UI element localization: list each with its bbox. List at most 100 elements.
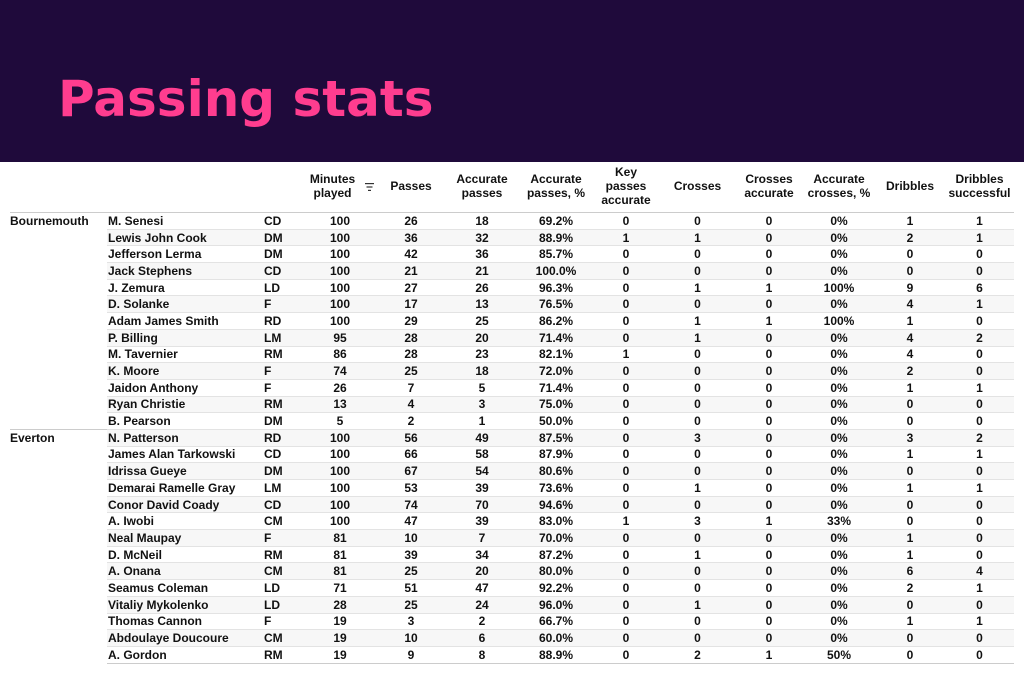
player-name-cell: A. Gordon xyxy=(107,646,262,664)
accurate-passes-pct-cell: 94.6% xyxy=(520,496,592,514)
crosses-cell: 0 xyxy=(660,446,735,464)
accurate-passes-pct-cell: 86.2% xyxy=(520,312,592,330)
dribbles-successful-cell: 1 xyxy=(945,295,1014,314)
crosses-accurate-cell: 0 xyxy=(735,462,803,480)
dribbles-successful-cell: 0 xyxy=(945,512,1014,531)
passes-cell: 29 xyxy=(378,312,444,330)
dribbles-cell: 3 xyxy=(875,428,945,447)
minutes-cell: 5 xyxy=(302,412,378,430)
player-name-cell: P. Billing xyxy=(107,329,262,347)
team-cell xyxy=(10,296,107,313)
accurate-crosses-pct-cell: 0% xyxy=(803,346,875,364)
accurate-passes-cell: 70 xyxy=(444,496,520,514)
minutes-cell: 100 xyxy=(302,245,378,264)
position-cell: LD xyxy=(262,279,302,297)
accurate-crosses-pct-cell: 0% xyxy=(803,379,875,397)
dribbles-successful-header: Dribbles successful xyxy=(948,172,1011,200)
dribbles-successful-cell: 1 xyxy=(945,613,1014,631)
crosses-accurate-cell: 0 xyxy=(735,295,803,314)
accurate-passes-pct-cell: 76.5% xyxy=(520,295,592,314)
team-cell xyxy=(10,630,107,647)
dribbles-cell: 0 xyxy=(875,646,945,664)
team-cell xyxy=(10,596,107,613)
position-cell: RD xyxy=(262,428,302,447)
position-cell: LM xyxy=(262,479,302,497)
crosses-accurate-cell: 0 xyxy=(735,379,803,397)
key-passes-cell: 1 xyxy=(592,346,660,364)
minutes-cell: 28 xyxy=(302,596,378,614)
accurate-passes-cell: 18 xyxy=(444,212,520,230)
dribbles-successful-cell: 1 xyxy=(945,446,1014,464)
position-cell: LD xyxy=(262,579,302,597)
team-cell xyxy=(10,229,107,246)
minutes-header-label: Minutes played xyxy=(309,172,356,200)
accurate-crosses-pct-cell: 0% xyxy=(803,396,875,414)
position-cell: LD xyxy=(262,596,302,614)
accurate-passes-cell: 34 xyxy=(444,546,520,564)
crosses-accurate-cell: 0 xyxy=(735,496,803,514)
accurate-passes-pct-cell: 75.0% xyxy=(520,396,592,414)
table-body: Bournemouth M. Senesi CD 100 26 18 69.2% 0 0 0 0% 1… xyxy=(10,212,1014,664)
crosses-accurate-cell: 0 xyxy=(735,245,803,264)
accurate-crosses-pct-cell: 0% xyxy=(803,212,875,230)
crosses-accurate-cell: 0 xyxy=(735,579,803,597)
accurate-passes-pct-cell: 70.0% xyxy=(520,529,592,547)
key-passes-cell: 0 xyxy=(592,562,660,581)
minutes-cell: 74 xyxy=(302,362,378,380)
crosses-accurate-cell: 0 xyxy=(735,629,803,647)
team-cell xyxy=(10,513,107,530)
crosses-accurate-cell: 0 xyxy=(735,446,803,464)
accurate-crosses-pct-cell: 0% xyxy=(803,295,875,314)
accurate-passes-cell: 47 xyxy=(444,579,520,597)
accurate-passes-cell: 39 xyxy=(444,479,520,497)
crosses-cell: 3 xyxy=(660,428,735,447)
accurate-passes-pct-cell: 96.3% xyxy=(520,279,592,297)
player-name-cell: Jaidon Anthony xyxy=(107,379,262,397)
dribbles-successful-cell: 0 xyxy=(945,629,1014,647)
minutes-cell: 100 xyxy=(302,212,378,230)
accurate-passes-pct-cell: 72.0% xyxy=(520,362,592,380)
crosses-cell: 0 xyxy=(660,262,735,280)
dribbles-successful-cell: 0 xyxy=(945,529,1014,547)
table-row: Lewis John Cook DM 100 36 32 88.9% 1 1 0 0% 2 1 xyxy=(10,229,1014,247)
key-passes-cell: 0 xyxy=(592,245,660,264)
dribbles-successful-cell: 1 xyxy=(945,229,1014,247)
player-name-cell: N. Patterson xyxy=(107,428,262,447)
team-cell xyxy=(10,563,107,580)
accurate-passes-pct-header: Accurate passes, % xyxy=(526,172,586,200)
accurate-passes-cell: 32 xyxy=(444,229,520,247)
crosses-cell: 1 xyxy=(660,312,735,330)
key-passes-cell: 0 xyxy=(592,629,660,647)
accurate-crosses-pct-cell: 0% xyxy=(803,462,875,480)
accurate-passes-cell: 3 xyxy=(444,396,520,414)
sort-icon[interactable] xyxy=(364,183,374,191)
minutes-cell: 26 xyxy=(302,379,378,397)
accurate-crosses-pct-cell: 0% xyxy=(803,496,875,514)
key-passes-cell: 0 xyxy=(592,279,660,297)
table-row: Jack Stephens CD 100 21 21 100.0% 0 0 0 0% 0 0 xyxy=(10,262,1014,280)
passes-cell: 17 xyxy=(378,295,444,314)
accurate-passes-cell: 21 xyxy=(444,262,520,280)
crosses-accurate-cell: 0 xyxy=(735,362,803,380)
crosses-header: Crosses xyxy=(673,179,722,194)
accurate-passes-pct-cell: 83.0% xyxy=(520,512,592,531)
crosses-cell: 1 xyxy=(660,279,735,297)
team-header xyxy=(10,162,107,213)
crosses-cell: 0 xyxy=(660,245,735,264)
table-row: K. Moore F 74 25 18 72.0% 0 0 0 0% 2 0 xyxy=(10,362,1014,380)
position-cell: CD xyxy=(262,496,302,514)
accurate-passes-pct-cell: 88.9% xyxy=(520,646,592,664)
minutes-cell: 71 xyxy=(302,579,378,597)
position-cell: RM xyxy=(262,346,302,364)
table-row: A. Gordon RM 19 9 8 88.9% 0 2 1 50% 0 0 xyxy=(10,646,1014,664)
position-cell: F xyxy=(262,362,302,380)
passes-cell: 21 xyxy=(378,262,444,280)
player-name-cell: Thomas Cannon xyxy=(107,613,262,631)
dribbles-cell: 0 xyxy=(875,512,945,531)
table-row: A. Iwobi CM 100 47 39 83.0% 1 3 1 33% 0 0 xyxy=(10,512,1014,531)
minutes-cell: 19 xyxy=(302,629,378,647)
crosses-cell: 1 xyxy=(660,329,735,347)
passes-cell: 26 xyxy=(378,212,444,230)
minutes-header[interactable]: Minutes played xyxy=(302,162,378,213)
passes-cell: 67 xyxy=(378,462,444,480)
